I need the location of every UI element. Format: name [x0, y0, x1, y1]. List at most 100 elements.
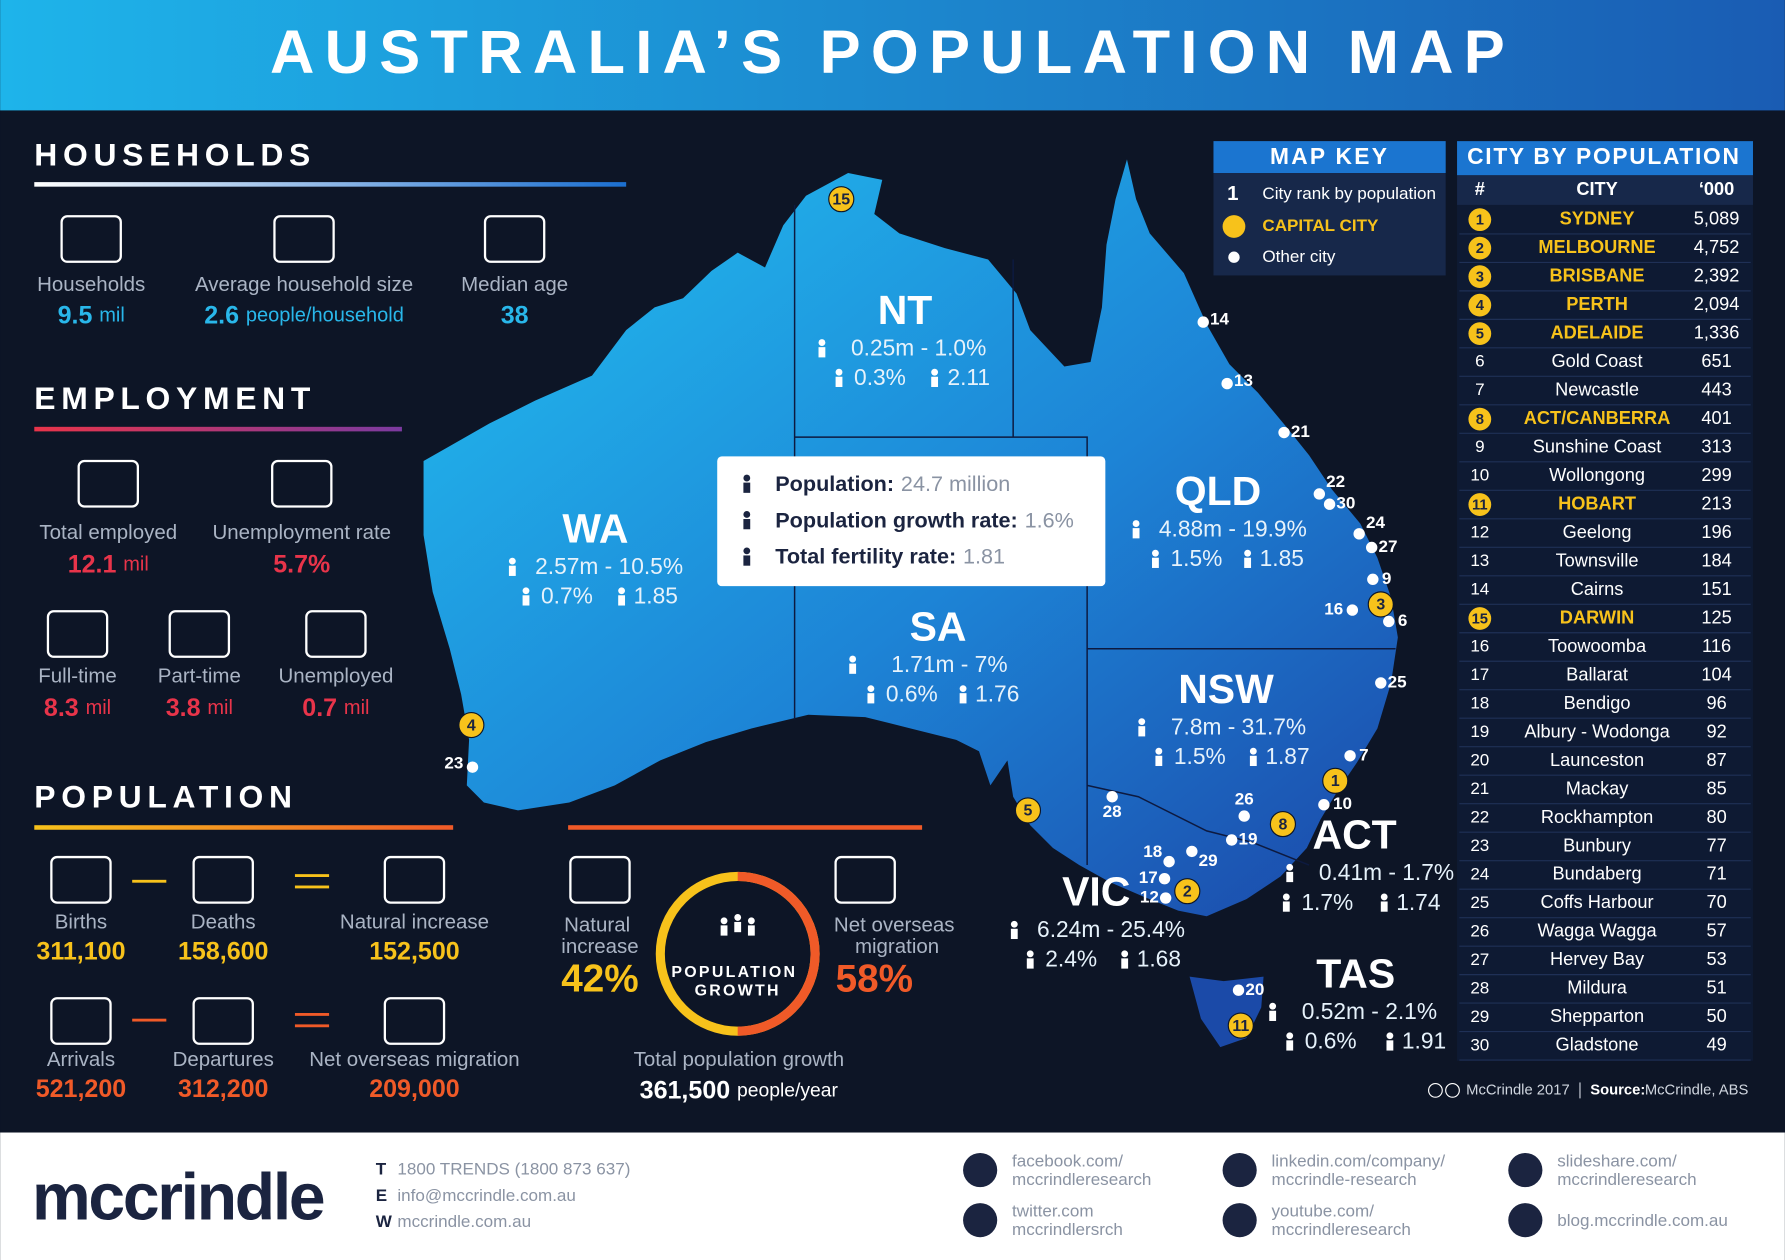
capital-marker	[1468, 607, 1492, 630]
city-rank: 6	[1398, 611, 1408, 630]
table-city: Bendigo	[1564, 693, 1631, 713]
social-link: slideshare.com/	[1557, 1152, 1677, 1171]
table-population: 213	[1701, 493, 1731, 513]
stat-value: 9.5	[58, 301, 93, 329]
table-city: Toowoomba	[1548, 636, 1647, 656]
credit-copyright: McCrindle 2017	[1466, 1082, 1570, 1098]
stat-label: Total employed	[39, 521, 177, 544]
contact-key: E	[376, 1186, 387, 1205]
social-link: mccrindleresearch	[1557, 1170, 1696, 1189]
table-city: Gold Coast	[1552, 351, 1643, 371]
table-city: Gladstone	[1556, 1035, 1639, 1055]
social-icon	[1508, 1203, 1543, 1238]
table-rank: 6	[1475, 352, 1485, 371]
stat-label: Births	[55, 910, 107, 933]
person-icon	[618, 587, 626, 595]
table-population: 71	[1706, 864, 1726, 884]
table-rank: 25	[1470, 893, 1489, 912]
table-city: Townsville	[1556, 550, 1639, 570]
table-city: Shepparton	[1550, 1006, 1644, 1026]
summary-value: 1.81	[963, 543, 1005, 568]
contact-text: mccrindle.com.au	[397, 1212, 531, 1231]
table-population: 57	[1706, 921, 1726, 941]
summary-item: Population: 24.7 million	[775, 471, 1010, 496]
cc-icon	[1445, 1083, 1460, 1098]
city-marker	[1278, 426, 1290, 439]
stat-value: 2.6	[204, 301, 239, 329]
city-rank: 1	[1331, 773, 1340, 790]
stat: 9.5 mil	[58, 301, 125, 329]
state-growth: 0.6%	[886, 680, 938, 706]
city-rank: 23	[444, 753, 463, 772]
stat-unit: mil	[207, 697, 233, 719]
person-icon	[743, 555, 751, 566]
state-growth: 1.7%	[1301, 889, 1353, 915]
city-rank: 17	[1139, 868, 1158, 887]
table-rank: 15	[1472, 612, 1488, 628]
state-growth: 0.7%	[541, 583, 593, 609]
table-city: Cairns	[1571, 579, 1624, 599]
person-icon	[1010, 928, 1018, 940]
icon	[50, 855, 112, 904]
table-title: CITY BY POPULATION	[1467, 143, 1740, 169]
growth-value: 58%	[836, 957, 913, 1000]
capital-marker	[1227, 1012, 1254, 1039]
table-city: HOBART	[1558, 493, 1636, 513]
person-icon	[734, 921, 742, 933]
table-rank: 29	[1470, 1007, 1489, 1026]
stat-value: 0.7	[302, 694, 337, 722]
operator	[294, 1013, 330, 1016]
stat-unit: mil	[344, 697, 370, 719]
stat-label: Households	[37, 273, 145, 296]
table-city: MELBOURNE	[1538, 237, 1655, 257]
table-population: 96	[1706, 693, 1726, 713]
city-marker	[1365, 541, 1378, 554]
person-icon	[849, 663, 857, 674]
contact-text: 1800 TRENDS (1800 873 637)	[397, 1160, 630, 1179]
person-icon	[931, 368, 939, 376]
table-population: 401	[1701, 408, 1731, 428]
header-band	[0, 0, 1785, 111]
person-icon	[1282, 901, 1290, 912]
person-icon	[1249, 747, 1257, 755]
table-city: Wagga Wagga	[1538, 921, 1658, 941]
table-city: PERTH	[1566, 294, 1628, 314]
state-population: 1.71m - 7%	[891, 651, 1007, 677]
capital-marker	[1468, 236, 1492, 260]
state-name: WA	[562, 505, 628, 551]
person-icon	[1286, 863, 1294, 871]
city-rank: 11	[1232, 1018, 1249, 1035]
table-population: 184	[1701, 550, 1731, 570]
operator	[294, 874, 330, 877]
table-rank: 21	[1470, 779, 1489, 798]
capital-marker	[1468, 293, 1492, 317]
table-population: 313	[1701, 436, 1731, 456]
state-fertility: 1.85	[634, 583, 678, 609]
capital-marker	[828, 186, 855, 213]
icon	[305, 610, 367, 658]
table-population: 151	[1701, 579, 1731, 599]
icon	[192, 855, 254, 904]
person-icon	[1138, 726, 1146, 737]
stat-unit: mil	[123, 554, 149, 576]
table-rank: 8	[1476, 412, 1484, 428]
capital-marker	[1014, 797, 1042, 824]
person-icon	[720, 917, 728, 925]
summary-item: Population growth rate: 1.6%	[775, 507, 1074, 532]
capital-marker	[1322, 767, 1349, 794]
growth-center-line: POPULATION	[671, 964, 804, 981]
table-rank: 9	[1475, 437, 1485, 456]
operator	[132, 879, 167, 883]
social-icon	[963, 1153, 998, 1188]
person-icon	[1286, 871, 1294, 883]
icon	[569, 855, 631, 904]
stat: 12.1 mil	[68, 550, 149, 578]
person-icon	[618, 595, 626, 606]
icon	[271, 459, 333, 508]
stat-value: 158,600	[178, 937, 268, 965]
social-icon	[1508, 1153, 1543, 1188]
page-title: AUSTRALIA’S POPULATION MAP	[270, 18, 1515, 87]
table-population: 116	[1702, 636, 1731, 656]
state-name: SA	[910, 603, 967, 649]
